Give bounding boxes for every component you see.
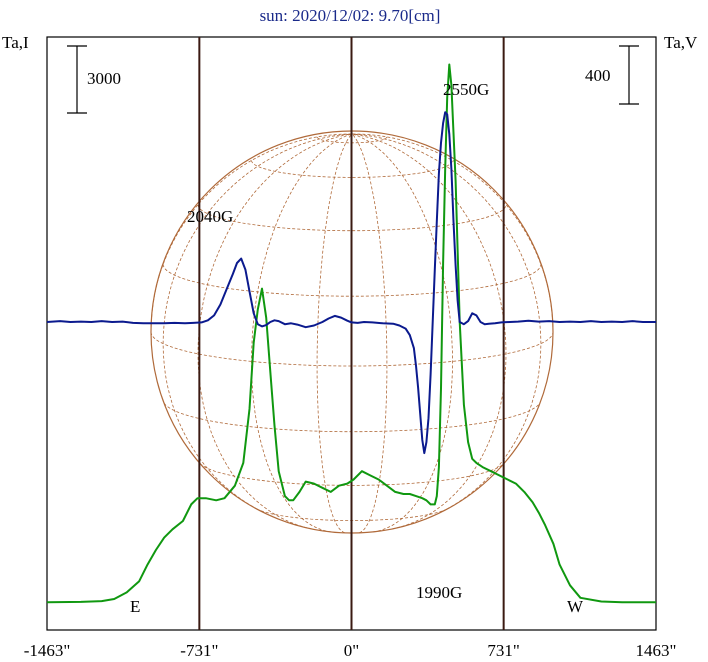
disk-parallel	[197, 204, 507, 232]
annotation-1990g: 1990G	[416, 583, 462, 602]
limb-marker-lines	[198, 37, 505, 630]
x-tick-labels: -1463" -731" 0" 731" 1463"	[24, 641, 677, 660]
east-limb-label: E	[130, 597, 140, 616]
disk-meridian	[351, 133, 507, 530]
right-axis-label: Ta,V	[664, 33, 698, 52]
x-tick-label: 731"	[487, 641, 519, 660]
disk-meridian	[316, 133, 353, 534]
disk-meridian	[150, 133, 353, 333]
disk-meridian	[251, 133, 353, 533]
west-limb-label: W	[567, 597, 584, 616]
disk-meridian	[351, 133, 554, 333]
series-line-V	[46, 111, 656, 455]
right-scale-bar: 400	[585, 45, 639, 105]
disk-meridian	[351, 133, 542, 515]
x-tick-label: -731"	[180, 641, 218, 660]
left-scale-bar: 3000	[67, 45, 121, 114]
left-axis-label: Ta,I	[2, 33, 29, 52]
annotation-2040g: 2040G	[187, 207, 233, 226]
disk-meridian	[197, 133, 353, 530]
series-group	[46, 63, 656, 604]
disk-meridian	[351, 133, 388, 534]
disk-meridian	[162, 133, 353, 515]
x-tick-label: 1463"	[636, 641, 677, 660]
x-tick-label: -1463"	[24, 641, 71, 660]
annotation-2550g: 2550G	[443, 80, 489, 99]
chart-title: sun: 2020/12/02: 9.70[cm]	[260, 6, 441, 25]
series-line-I	[46, 63, 656, 604]
x-tick-label: 0"	[344, 641, 359, 660]
left-scale-label: 3000	[87, 69, 121, 88]
right-scale-label: 400	[585, 66, 611, 85]
disk-meridian	[351, 133, 453, 533]
